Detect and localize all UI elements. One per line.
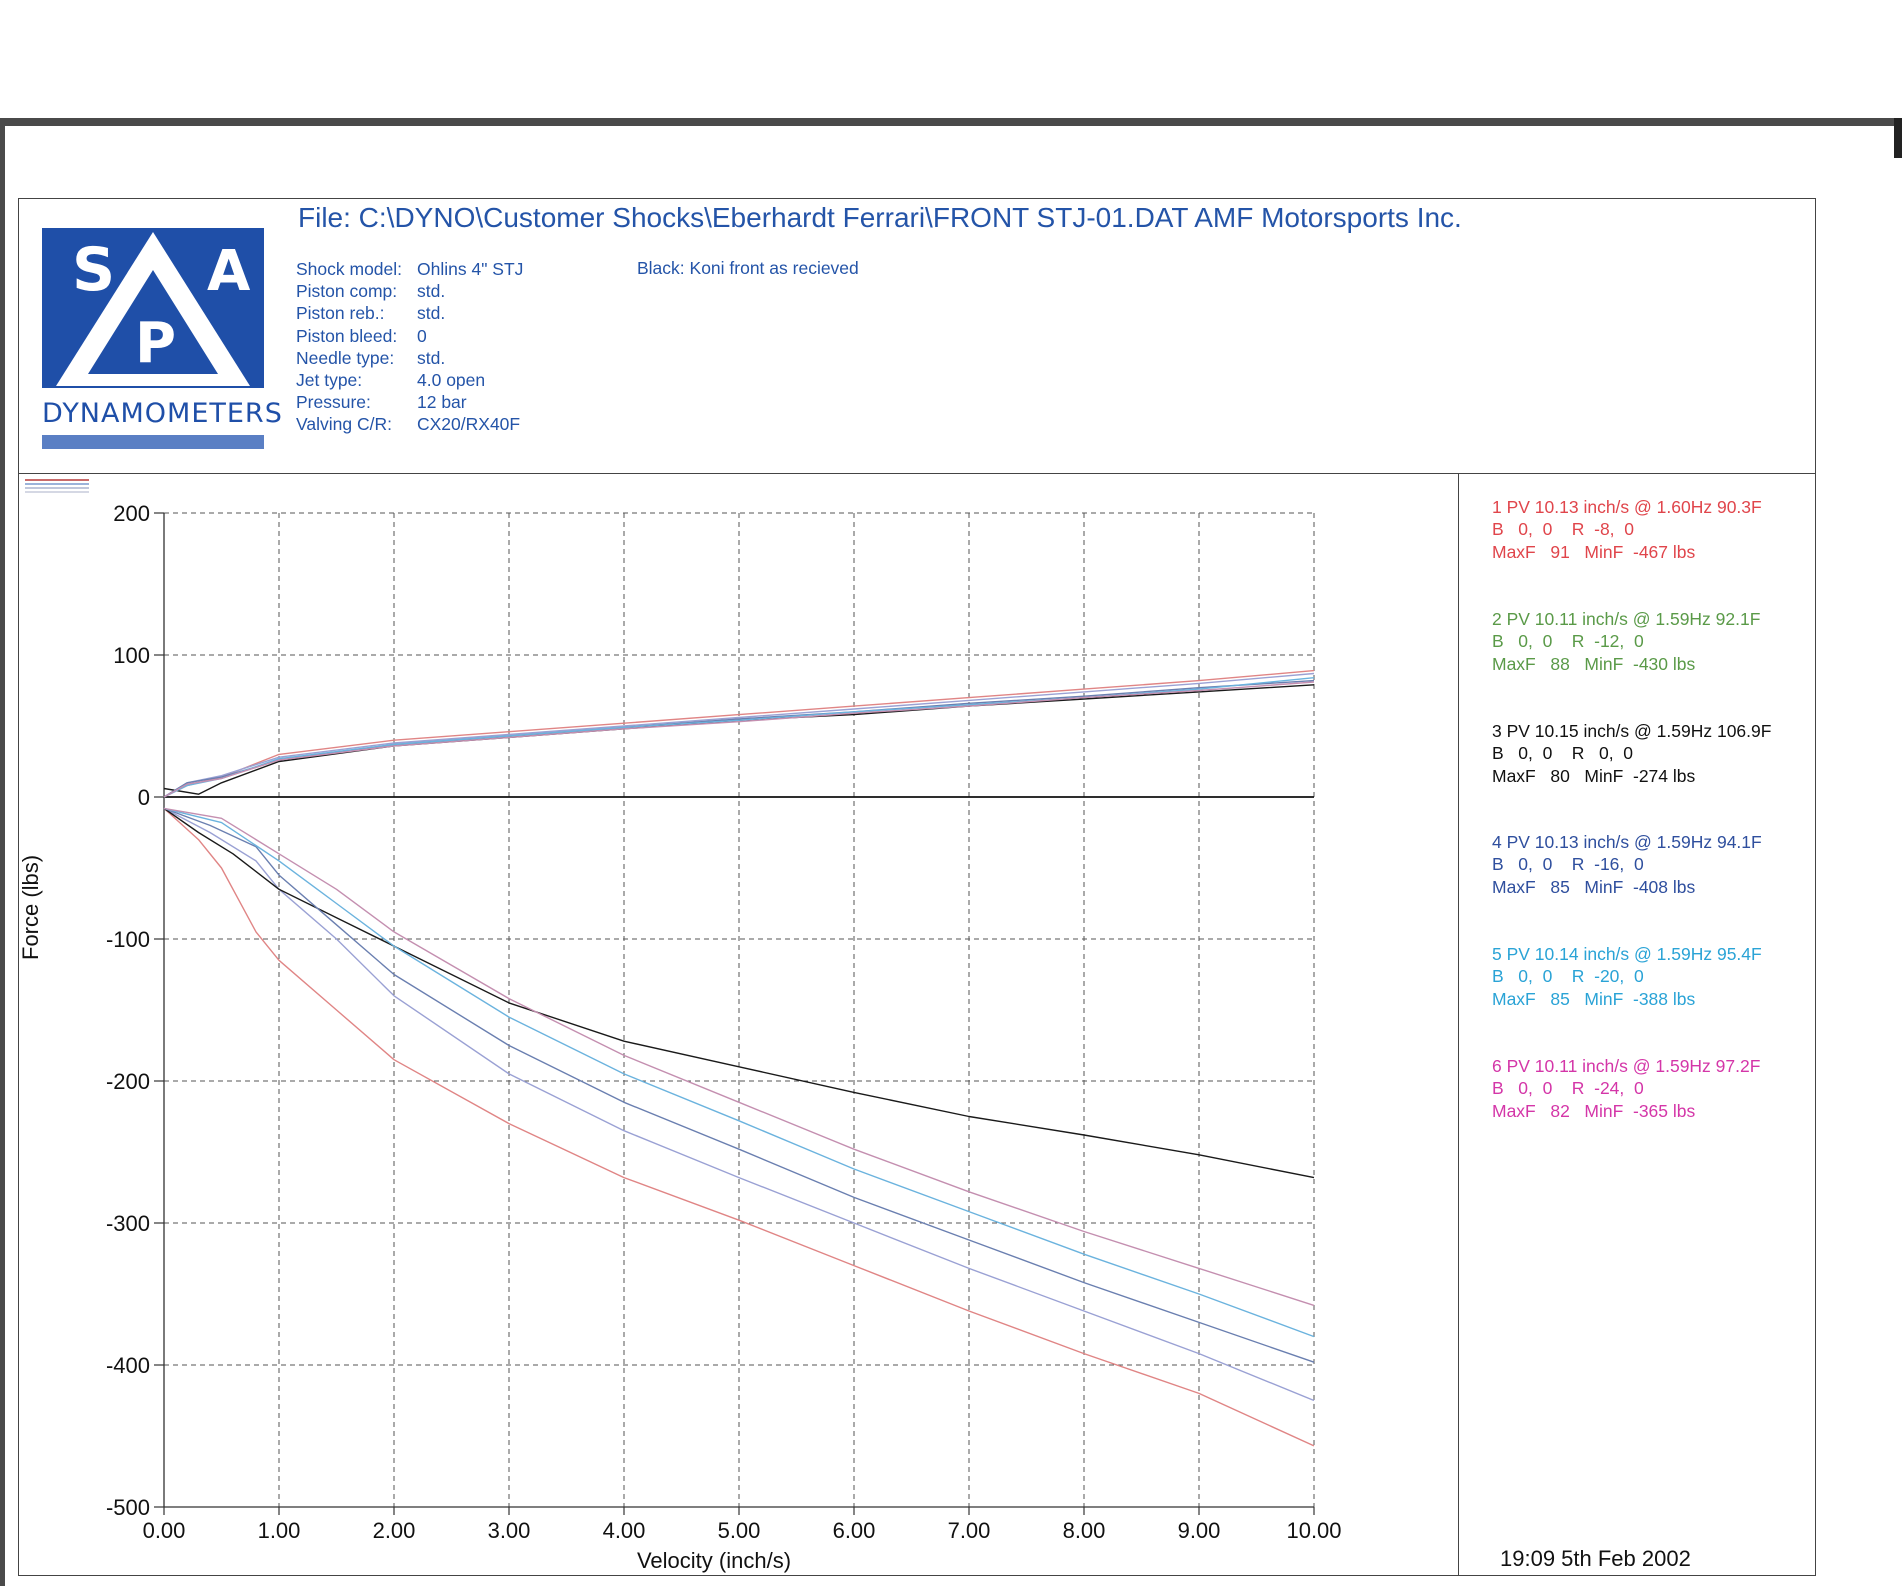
x-axis-label: Velocity (inch/s): [637, 1548, 791, 1573]
spec-label: Shock model:: [296, 259, 403, 279]
spec-row: Needle type: std.: [296, 347, 523, 369]
legend-line: 1 PV 10.13 inch/s @ 1.60Hz 90.3F: [1492, 497, 1762, 517]
spec-value: std.: [417, 281, 446, 302]
legend-line: MaxF 91 MinF -467 lbs: [1492, 541, 1696, 562]
legend-line: 2 PV 10.11 inch/s @ 1.59Hz 92.1F: [1492, 609, 1761, 629]
shock-specs: Shock model: Ohlins 4" STJ Piston comp: std…: [296, 258, 523, 436]
panel-marker: [25, 479, 89, 493]
x-tick-label: 4.00: [603, 1518, 646, 1543]
legend-line: B 0, 0 R 0, 0: [1492, 743, 1634, 764]
legend-entry: 5 PV 10.14 inch/s @ 1.59Hz 95.4F B 0, 0 R…: [1492, 943, 1762, 1010]
logo-letter-p: P: [135, 311, 176, 376]
spec-row: Pressure: 12 bar: [296, 391, 523, 413]
series-line-6-compression: [163, 681, 1315, 798]
spec-label: Needle type:: [296, 347, 395, 368]
spec-value: 4.0 open: [417, 370, 486, 391]
legend-line: B 0, 0 R -12, 0: [1492, 631, 1644, 652]
series-line-5-rebound: [163, 807, 1315, 1338]
series-line-6-rebound: [163, 807, 1315, 1307]
spec-label: Piston comp:: [296, 281, 398, 302]
spec-row: Piston comp: std.: [296, 280, 523, 302]
y-tick-label: -500: [106, 1495, 150, 1520]
legend-line: B 0, 0 R -24, 0: [1492, 1078, 1644, 1099]
window-left-border: [0, 118, 5, 1586]
report-frame: [18, 198, 1816, 1576]
window-top-border: [0, 118, 1902, 126]
series-line-3-rebound: [163, 807, 1315, 1179]
x-tick-label: 0.00: [143, 1518, 186, 1543]
legend-line: MaxF 85 MinF -388 lbs: [1492, 988, 1696, 1009]
legend-separator: [1458, 473, 1459, 1576]
x-tick-label: 7.00: [948, 1518, 991, 1543]
spec-label: Pressure:: [296, 392, 371, 413]
x-tick-label: 5.00: [718, 1518, 761, 1543]
legend-line: MaxF 82 MinF -365 lbs: [1492, 1100, 1696, 1121]
header-separator: [18, 473, 1816, 474]
legend-line: 5 PV 10.14 inch/s @ 1.59Hz 95.4F: [1492, 944, 1762, 964]
legend-line: 6 PV 10.11 inch/s @ 1.59Hz 97.2F: [1492, 1056, 1761, 1076]
logo-letter-a: A: [207, 239, 251, 304]
y-tick-label: 100: [113, 643, 150, 668]
y-tick-label: 0: [138, 785, 150, 810]
timestamp: 19:09 5th Feb 2002: [1500, 1546, 1691, 1571]
legend-line: B 0, 0 R -20, 0: [1492, 966, 1644, 987]
spec-row: Piston reb.: std.: [296, 302, 523, 324]
x-tick-label: 10.00: [1286, 1518, 1341, 1543]
spec-value: std.: [417, 347, 446, 368]
x-tick-label: 1.00: [258, 1518, 301, 1543]
legend-line: 3 PV 10.15 inch/s @ 1.59Hz 106.9F: [1492, 721, 1772, 741]
spec-value: std.: [417, 303, 446, 324]
legend-note: Black: Koni front as recieved: [637, 258, 859, 278]
logo-bar: [42, 435, 264, 449]
x-tick-label: 9.00: [1178, 1518, 1221, 1543]
window-right-edge: [1894, 118, 1902, 158]
series-line-2-compression: [163, 672, 1315, 798]
legend-line: B 0, 0 R -8, 0: [1492, 519, 1634, 540]
y-tick-label: 200: [113, 501, 150, 526]
logo-triangle-inner: [88, 270, 218, 374]
logo-text: DYNAMOMETERS: [42, 398, 283, 429]
spec-label: Piston reb.:: [296, 303, 385, 324]
x-tick-label: 2.00: [373, 1518, 416, 1543]
spec-row: Shock model: Ohlins 4" STJ: [296, 258, 523, 280]
x-tick-label: 8.00: [1063, 1518, 1106, 1543]
spec-value: 0: [417, 325, 427, 346]
spec-row: Jet type: 4.0 open: [296, 369, 523, 391]
spec-value: CX20/RX40F: [417, 414, 521, 435]
series-line-2-rebound: [163, 807, 1315, 1402]
spec-label: Jet type:: [296, 370, 363, 391]
y-axis-label: Force (lbs): [18, 854, 43, 960]
y-tick-label: -200: [106, 1069, 150, 1094]
spec-row: Valving C/R: CX20/RX40F: [296, 413, 523, 435]
legend-line: B 0, 0 R -16, 0: [1492, 854, 1644, 875]
legend-entry: 1 PV 10.13 inch/s @ 1.60Hz 90.3F B 0, 0 R…: [1492, 496, 1762, 563]
y-tick-label: -100: [106, 927, 150, 952]
logo-letter-s: S: [72, 235, 115, 305]
legend-line: MaxF 80 MinF -274 lbs: [1492, 765, 1696, 786]
legend-line: 4 PV 10.13 inch/s @ 1.59Hz 94.1F: [1492, 832, 1762, 852]
legend-entry: 6 PV 10.11 inch/s @ 1.59Hz 97.2F B 0, 0 R…: [1492, 1055, 1760, 1122]
legend-line: MaxF 85 MinF -408 lbs: [1492, 876, 1696, 897]
x-tick-label: 6.00: [833, 1518, 876, 1543]
series-line-1-rebound: [163, 807, 1315, 1447]
spec-label: Valving C/R:: [296, 414, 392, 435]
spec-row: Piston bleed: 0: [296, 325, 523, 347]
spec-value: 12 bar: [417, 392, 467, 413]
file-title: File: C:\DYNO\Customer Shocks\Eberhardt …: [298, 202, 1462, 233]
spa-logo: S P A: [42, 228, 264, 388]
spec-label: Piston bleed:: [296, 325, 398, 346]
legend-line: MaxF 88 MinF -430 lbs: [1492, 653, 1696, 674]
y-tick-label: -300: [106, 1211, 150, 1236]
series-line-4-rebound: [163, 807, 1315, 1363]
legend-entry: 2 PV 10.11 inch/s @ 1.59Hz 92.1F B 0, 0 R…: [1492, 608, 1760, 675]
spec-value: Ohlins 4" STJ: [417, 259, 524, 279]
y-tick-label: -400: [106, 1353, 150, 1378]
x-tick-label: 3.00: [488, 1518, 531, 1543]
legend-entry: 3 PV 10.15 inch/s @ 1.59Hz 106.9F B 0, 0 …: [1492, 720, 1771, 787]
legend-entry: 4 PV 10.13 inch/s @ 1.59Hz 94.1F B 0, 0 R…: [1492, 831, 1762, 898]
